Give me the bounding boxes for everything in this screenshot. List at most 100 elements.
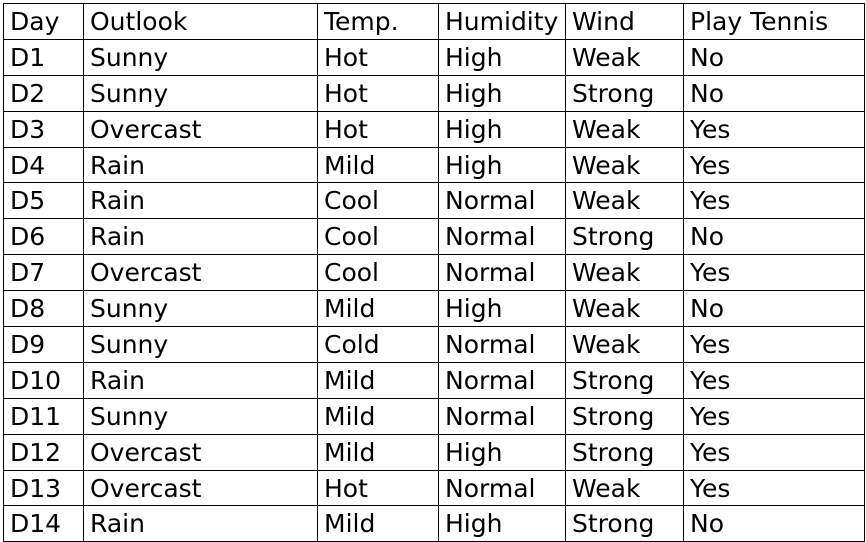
cell-humidity: Normal (438, 254, 566, 292)
cell-play-tennis: Yes (683, 110, 865, 148)
cell-humidity: High (438, 290, 566, 328)
cell-temp: Hot (317, 110, 439, 148)
cell-day: D1 (3, 38, 84, 76)
cell-outlook: Sunny (83, 74, 318, 112)
cell-temp: Cool (317, 182, 439, 220)
cell-day: D13 (3, 469, 84, 507)
cell-temp: Mild (317, 505, 439, 542)
cell-humidity: High (438, 146, 566, 184)
cell-day: D10 (3, 361, 84, 399)
header-wind: Wind (565, 3, 684, 40)
table-row: D1 Sunny Hot High Weak No (3, 38, 865, 76)
cell-wind: Strong (565, 74, 684, 112)
cell-day: D8 (3, 290, 84, 328)
table-row: D3 Overcast Hot High Weak Yes (3, 110, 865, 148)
cell-play-tennis: No (683, 38, 865, 76)
cell-humidity: High (438, 505, 566, 542)
cell-humidity: Normal (438, 361, 566, 399)
cell-day: D6 (3, 218, 84, 256)
header-row: Day Outlook Temp. Humidity Wind Play Ten… (3, 3, 865, 40)
cell-day: D14 (3, 505, 84, 542)
cell-day: D2 (3, 74, 84, 112)
cell-outlook: Rain (83, 218, 318, 256)
cell-wind: Weak (565, 290, 684, 328)
cell-humidity: Normal (438, 326, 566, 363)
table-row: D4 Rain Mild High Weak Yes (3, 146, 865, 184)
cell-play-tennis: Yes (683, 397, 865, 435)
cell-temp: Hot (317, 469, 439, 507)
cell-temp: Hot (317, 38, 439, 76)
header-day: Day (3, 3, 84, 40)
cell-temp: Cool (317, 218, 439, 256)
cell-play-tennis: Yes (683, 433, 865, 471)
cell-temp: Mild (317, 361, 439, 399)
cell-wind: Weak (565, 254, 684, 292)
cell-day: D12 (3, 433, 84, 471)
cell-temp: Mild (317, 433, 439, 471)
cell-outlook: Overcast (83, 469, 318, 507)
cell-play-tennis: Yes (683, 326, 865, 363)
cell-humidity: Normal (438, 182, 566, 220)
cell-outlook: Rain (83, 505, 318, 542)
cell-outlook: Sunny (83, 397, 318, 435)
cell-outlook: Overcast (83, 110, 318, 148)
cell-wind: Strong (565, 433, 684, 471)
table-row: D9 Sunny Cold Normal Weak Yes (3, 326, 865, 363)
cell-wind: Weak (565, 469, 684, 507)
cell-temp: Cold (317, 326, 439, 363)
cell-temp: Mild (317, 290, 439, 328)
cell-day: D3 (3, 110, 84, 148)
cell-outlook: Rain (83, 361, 318, 399)
cell-wind: Weak (565, 146, 684, 184)
cell-temp: Mild (317, 146, 439, 184)
table-row: D13 Overcast Hot Normal Weak Yes (3, 469, 865, 507)
cell-outlook: Overcast (83, 433, 318, 471)
table-row: D5 Rain Cool Normal Weak Yes (3, 182, 865, 220)
cell-humidity: Normal (438, 218, 566, 256)
table-row: D7 Overcast Cool Normal Weak Yes (3, 254, 865, 292)
cell-humidity: High (438, 433, 566, 471)
cell-play-tennis: Yes (683, 146, 865, 184)
table-row: D12 Overcast Mild High Strong Yes (3, 433, 865, 471)
cell-play-tennis: Yes (683, 254, 865, 292)
cell-day: D11 (3, 397, 84, 435)
play-tennis-table: Day Outlook Temp. Humidity Wind Play Ten… (3, 3, 865, 542)
cell-wind: Strong (565, 505, 684, 542)
table-row: D2 Sunny Hot High Strong No (3, 74, 865, 112)
cell-outlook: Sunny (83, 326, 318, 363)
cell-play-tennis: No (683, 218, 865, 256)
cell-day: D9 (3, 326, 84, 363)
cell-play-tennis: No (683, 505, 865, 542)
cell-outlook: Overcast (83, 254, 318, 292)
table-row: D8 Sunny Mild High Weak No (3, 290, 865, 328)
cell-wind: Weak (565, 110, 684, 148)
cell-day: D4 (3, 146, 84, 184)
cell-wind: Strong (565, 397, 684, 435)
cell-play-tennis: No (683, 290, 865, 328)
cell-play-tennis: Yes (683, 182, 865, 220)
cell-wind: Strong (565, 218, 684, 256)
header-outlook: Outlook (83, 3, 318, 40)
cell-humidity: High (438, 110, 566, 148)
cell-wind: Weak (565, 182, 684, 220)
cell-outlook: Rain (83, 182, 318, 220)
cell-day: D7 (3, 254, 84, 292)
cell-day: D5 (3, 182, 84, 220)
cell-humidity: High (438, 38, 566, 76)
cell-temp: Hot (317, 74, 439, 112)
cell-play-tennis: Yes (683, 469, 865, 507)
cell-humidity: High (438, 74, 566, 112)
cell-wind: Strong (565, 361, 684, 399)
cell-wind: Weak (565, 326, 684, 363)
table-row: D10 Rain Mild Normal Strong Yes (3, 361, 865, 399)
cell-temp: Cool (317, 254, 439, 292)
table-header: Day Outlook Temp. Humidity Wind Play Ten… (3, 3, 865, 40)
cell-outlook: Sunny (83, 290, 318, 328)
cell-humidity: Normal (438, 397, 566, 435)
table-row: D14 Rain Mild High Strong No (3, 505, 865, 542)
header-humidity: Humidity (438, 3, 566, 40)
cell-temp: Mild (317, 397, 439, 435)
cell-wind: Weak (565, 38, 684, 76)
table-row: D6 Rain Cool Normal Strong No (3, 218, 865, 256)
header-play-tennis: Play Tennis (683, 3, 865, 40)
